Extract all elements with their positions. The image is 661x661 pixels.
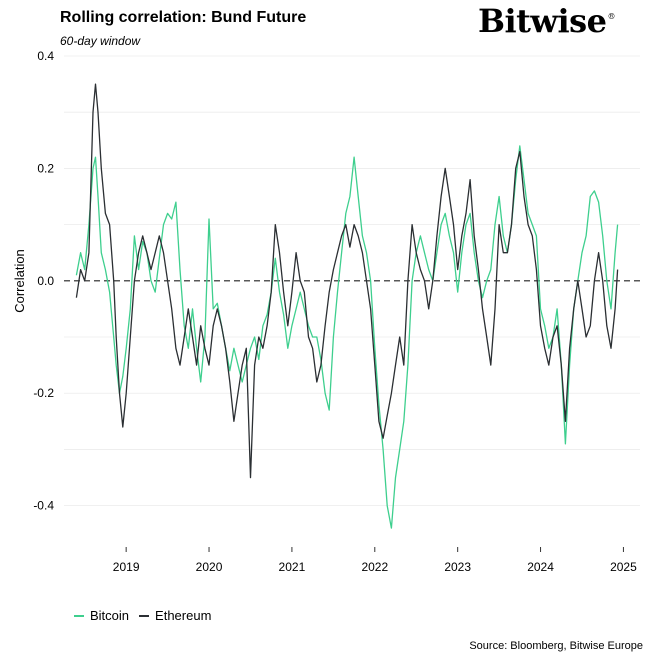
x-tick-label: 2019	[113, 560, 140, 574]
x-tick-label: 2020	[196, 560, 223, 574]
x-tick-label: 2024	[527, 560, 554, 574]
brand-name: Bitwise	[477, 2, 607, 40]
brand-logo: Bitwise®	[477, 2, 616, 40]
y-tick-label: 0.0	[37, 274, 54, 288]
legend-key-bitcoin	[74, 614, 84, 617]
y-axis-label: Correlation	[12, 249, 27, 313]
legend: Bitcoin Ethereum	[74, 608, 221, 623]
legend-label-ethereum: Ethereum	[155, 608, 212, 623]
source-note: Source: Bloomberg, Bitwise Europe	[469, 640, 643, 652]
series-line-ethereum	[75, 83, 619, 479]
chart-title: Rolling correlation: Bund Future	[60, 9, 307, 26]
brand-mark: ®	[607, 12, 616, 21]
y-tick-label: -0.4	[33, 499, 54, 513]
legend-label-bitcoin: Bitcoin	[90, 608, 130, 623]
x-tick-label: 2025	[610, 560, 637, 574]
y-tick-label: 0.4	[37, 49, 54, 63]
x-tick-label: 2023	[444, 560, 471, 574]
legend-item-ethereum: Ethereum	[139, 608, 211, 623]
legend-key-ethereum	[139, 614, 150, 617]
chart-subtitle: 60-day window	[60, 34, 141, 48]
series-lines	[75, 83, 619, 529]
x-tick-label: 2021	[279, 560, 306, 574]
y-tick-labels: 0.4 0.2 0.0 -0.2 -0.4	[33, 49, 54, 513]
legend-item-bitcoin: Bitcoin	[74, 608, 129, 623]
x-tick-label: 2022	[361, 560, 388, 574]
y-tick-label: -0.2	[33, 386, 54, 400]
x-tick-labels: 2019 2020 2021 2022 2023 2024 2025	[113, 547, 637, 574]
y-tick-label: 0.2	[37, 161, 54, 175]
series-line-bitcoin	[75, 145, 619, 529]
grid-lines	[64, 55, 640, 507]
